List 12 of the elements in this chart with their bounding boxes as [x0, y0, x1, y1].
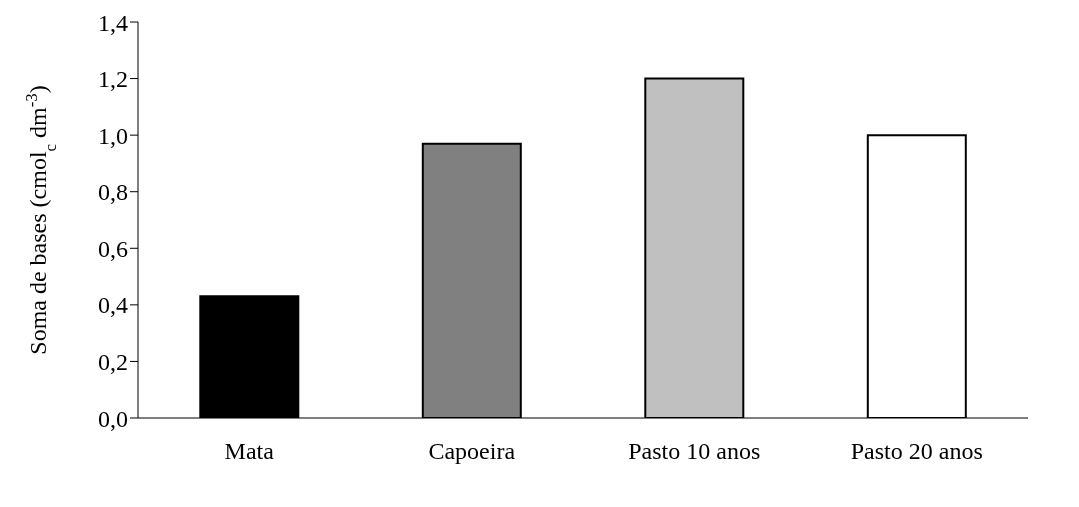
y-tick-label: 0,4: [98, 292, 128, 319]
y-tick-label: 1,0: [98, 122, 128, 149]
y-tick-label: 0,0: [98, 405, 128, 432]
y-tick-label: 0,6: [98, 235, 128, 262]
y-tick-label: 0,8: [98, 179, 128, 206]
y-tick-label: 1,2: [98, 66, 128, 93]
x-tick-label: Pasto 10 anos: [628, 438, 761, 465]
x-tick-label: Capoeira: [428, 438, 516, 465]
y-tick-label: 1,4: [98, 9, 128, 36]
y-tick-label: 0,2: [98, 348, 128, 375]
x-tick-label: Pasto 20 anos: [850, 438, 983, 465]
x-tick-label: Mata: [224, 438, 275, 465]
